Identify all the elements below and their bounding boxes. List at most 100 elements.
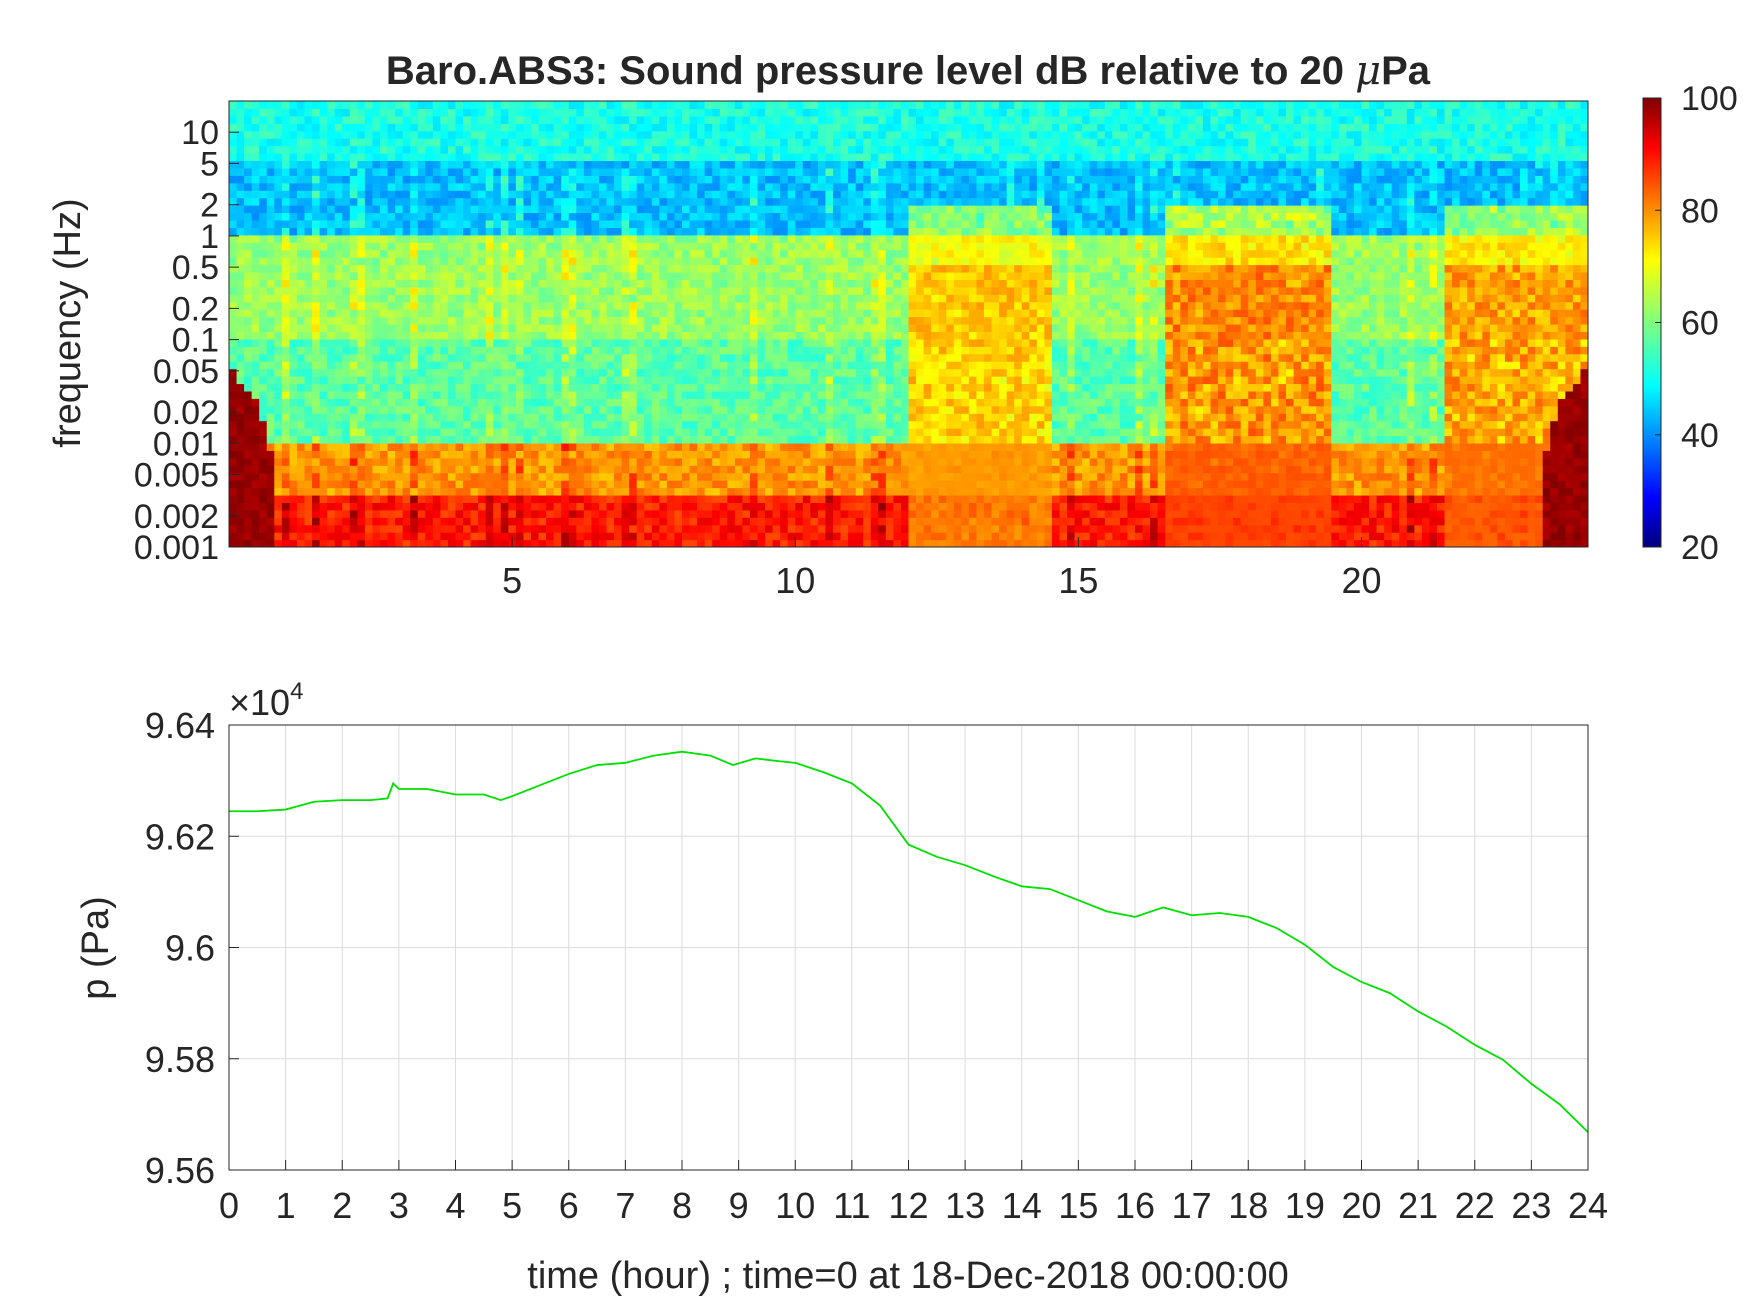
- heatmap-cell: [440, 279, 449, 288]
- heatmap-cell: [432, 294, 441, 303]
- heatmap-cell: [266, 219, 275, 228]
- heatmap-cell: [644, 465, 653, 474]
- heatmap-cell: [561, 138, 570, 147]
- heatmap-cell: [274, 487, 283, 496]
- heatmap-cell: [470, 428, 479, 437]
- heatmap-cell: [236, 115, 245, 124]
- heatmap-cell: [455, 487, 464, 496]
- heatmap-cell: [591, 115, 600, 124]
- heatmap-cell: [621, 346, 630, 355]
- heatmap-cell: [342, 517, 351, 526]
- heatmap-cell: [349, 368, 358, 377]
- heatmap-cell: [281, 190, 290, 199]
- heatmap-cell: [229, 390, 238, 399]
- heatmap-cell: [478, 368, 487, 377]
- heatmap-cell: [734, 465, 743, 474]
- heatmap-cell: [485, 353, 494, 362]
- heatmap-cell: [455, 524, 464, 533]
- heatmap-cell: [697, 420, 706, 429]
- heatmap-cell: [598, 123, 608, 132]
- heatmap-cell: [417, 383, 426, 392]
- heatmap-cell: [855, 509, 864, 518]
- heatmap-cell: [229, 398, 238, 407]
- heatmap-cell: [795, 138, 804, 147]
- heatmap-cell: [485, 294, 494, 303]
- heatmap-cell: [772, 138, 781, 147]
- heatmap-cell: [229, 234, 238, 243]
- heatmap-cell: [432, 346, 441, 355]
- heatmap-cell: [840, 249, 849, 258]
- heatmap-cell: [659, 264, 668, 273]
- heatmap-cell: [395, 145, 404, 154]
- heatmap-cell: [644, 197, 653, 206]
- heatmap-cell: [817, 182, 827, 191]
- heatmap-cell: [410, 301, 419, 310]
- heatmap-cell: [229, 517, 238, 526]
- heatmap-cell: [432, 264, 441, 273]
- heatmap-cell: [508, 219, 517, 228]
- heatmap-cell: [440, 465, 449, 474]
- heatmap-cell: [417, 242, 426, 251]
- heatmap-cell: [568, 138, 577, 147]
- heatmap-cell: [734, 234, 743, 243]
- heatmap-cell: [447, 376, 457, 385]
- heatmap-cell: [621, 101, 630, 110]
- heatmap-cell: [500, 212, 509, 221]
- heatmap-cell: [417, 435, 426, 444]
- heatmap-cell: [372, 123, 381, 132]
- heatmap-cell: [402, 509, 411, 518]
- heatmap-cell: [772, 435, 781, 444]
- heatmap-cell: [810, 279, 819, 288]
- heatmap-cell: [636, 160, 645, 169]
- heatmap-cells: [229, 101, 1588, 547]
- heatmap-cell: [621, 435, 630, 444]
- heatmap-cell: [334, 346, 343, 355]
- heatmap-cell: [561, 435, 570, 444]
- heatmap-cell: [349, 361, 358, 370]
- heatmap-cell: [357, 123, 366, 132]
- heatmap-cell: [825, 101, 834, 110]
- heatmap-cell: [674, 353, 683, 362]
- heatmap-cell: [840, 316, 849, 325]
- heatmap-cell: [244, 101, 253, 110]
- heatmap-cell: [515, 524, 525, 533]
- heatmap-cell: [598, 324, 608, 333]
- heatmap-cell: [478, 227, 487, 236]
- heatmap-cell: [410, 227, 419, 236]
- heatmap-cell: [500, 257, 509, 266]
- heatmap-cell: [780, 212, 789, 221]
- heatmap-cell: [455, 390, 464, 399]
- heatmap-cell: [772, 368, 781, 377]
- heatmap-cell: [259, 502, 268, 511]
- heatmap-cell: [659, 509, 668, 518]
- heatmap-cell: [447, 145, 457, 154]
- heatmap-cell: [259, 324, 268, 333]
- heatmap-cell: [304, 442, 313, 451]
- heatmap-cell: [515, 368, 525, 377]
- heatmap-cell: [500, 390, 509, 399]
- heatmap-cell: [772, 279, 781, 288]
- heatmap-cell: [825, 457, 834, 466]
- heatmap-cell: [493, 242, 502, 251]
- heatmap-cell: [500, 532, 509, 541]
- heatmap-cell: [417, 472, 426, 481]
- heatmap-cell: [772, 257, 781, 266]
- heatmap-cell: [591, 383, 600, 392]
- heatmap-cell: [334, 145, 343, 154]
- heatmap-cell: [855, 539, 864, 547]
- heatmap-cell: [432, 353, 441, 362]
- heatmap-cell: [651, 346, 660, 355]
- heatmap-cell: [296, 502, 306, 511]
- heatmap-cell: [500, 167, 509, 176]
- heatmap-cell: [229, 279, 238, 288]
- heatmap-cell: [749, 138, 759, 147]
- heatmap-cell: [674, 428, 683, 437]
- heatmap-cell: [568, 480, 577, 489]
- heatmap-cell: [478, 532, 487, 541]
- heatmap-cell: [266, 145, 275, 154]
- heatmap-cell: [802, 249, 811, 258]
- heatmap-cell: [840, 182, 849, 191]
- heatmap-cell: [561, 353, 570, 362]
- heatmap-cell: [334, 480, 343, 489]
- heatmap-cell: [833, 331, 842, 340]
